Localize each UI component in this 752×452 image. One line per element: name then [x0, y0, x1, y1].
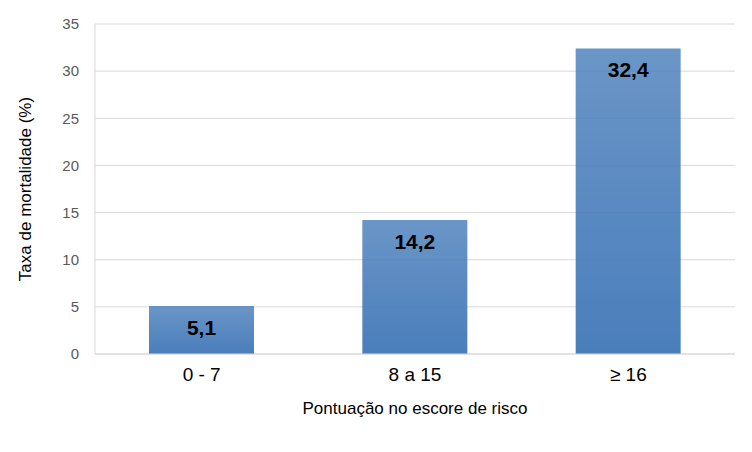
svg-text:Taxa de mortalidade (%): Taxa de mortalidade (%) [16, 97, 35, 281]
svg-text:Pontuação no escore de risco: Pontuação no escore de risco [303, 399, 528, 418]
svg-text:5,1: 5,1 [187, 316, 217, 339]
svg-text:30: 30 [62, 62, 79, 79]
svg-text:25: 25 [62, 110, 79, 127]
svg-text:15: 15 [62, 204, 79, 221]
svg-text:8 a 15: 8 a 15 [389, 364, 442, 385]
svg-text:5: 5 [71, 298, 79, 315]
svg-text:≥ 16: ≥ 16 [610, 364, 647, 385]
svg-text:32,4: 32,4 [608, 58, 649, 81]
svg-text:14,2: 14,2 [394, 230, 435, 253]
svg-text:0 - 7: 0 - 7 [183, 364, 221, 385]
svg-text:20: 20 [62, 157, 79, 174]
svg-text:0: 0 [71, 345, 79, 362]
svg-text:35: 35 [62, 15, 79, 32]
svg-text:10: 10 [62, 251, 79, 268]
